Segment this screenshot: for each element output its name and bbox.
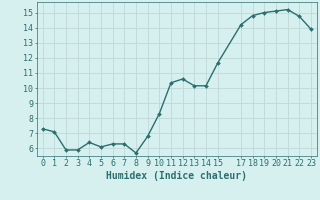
X-axis label: Humidex (Indice chaleur): Humidex (Indice chaleur) bbox=[106, 171, 247, 181]
